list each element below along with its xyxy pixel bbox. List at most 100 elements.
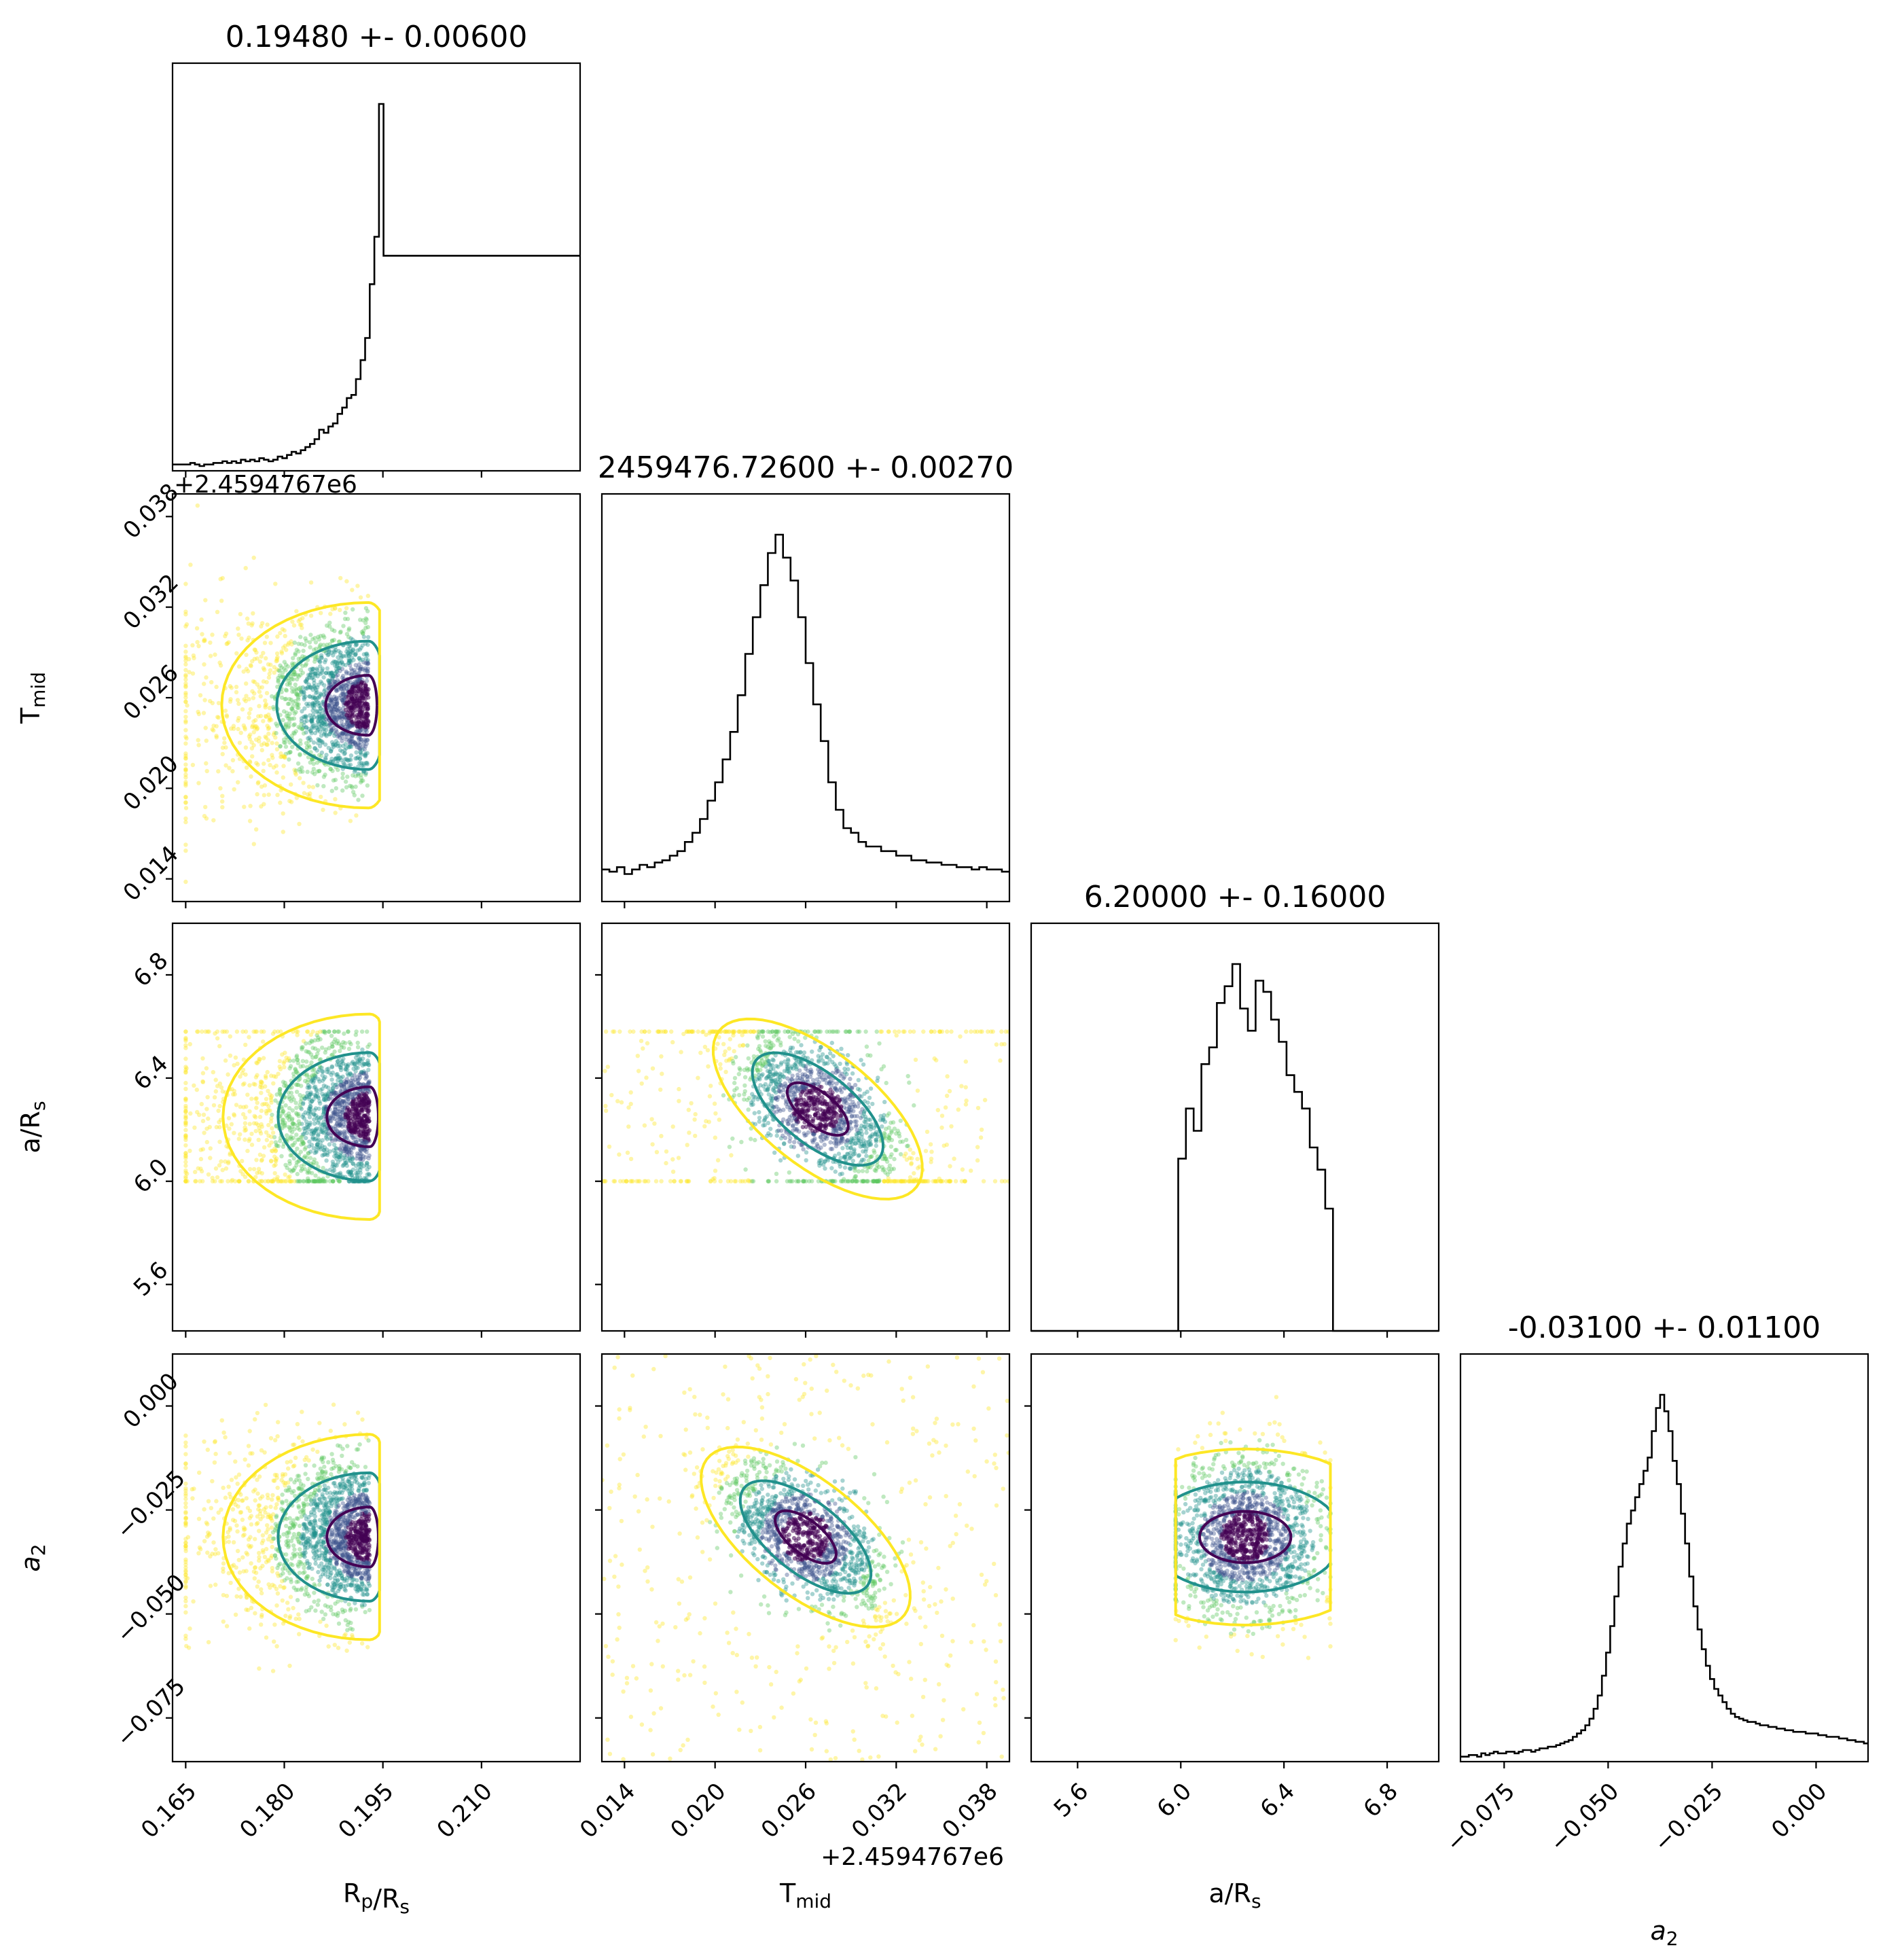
- scatter-point: [320, 1091, 325, 1097]
- scatter-point: [183, 1108, 188, 1113]
- scatter-point: [308, 694, 312, 699]
- scatter-point: [345, 1071, 350, 1076]
- scatter-point: [306, 1179, 312, 1183]
- scatter-point: [234, 651, 239, 656]
- scatter-point: [321, 692, 326, 697]
- scatter-point: [337, 1154, 342, 1160]
- scatter-point: [293, 1069, 299, 1075]
- scatter-point: [310, 637, 315, 642]
- scatter-point: [827, 1081, 831, 1086]
- scatter-point: [356, 1077, 361, 1082]
- scatter-point: [853, 1104, 857, 1109]
- scatter-point: [306, 1179, 311, 1183]
- scatter-point: [328, 1116, 333, 1120]
- scatter-point: [840, 1135, 844, 1141]
- scatter-point: [755, 1029, 760, 1034]
- scatter-point: [310, 702, 315, 708]
- scatter-point: [817, 1071, 821, 1076]
- scatter-point: [795, 1075, 800, 1080]
- scatter-point: [789, 1064, 794, 1069]
- scatter-point: [358, 666, 363, 671]
- scatter-point: [300, 1166, 305, 1171]
- scatter-point: [249, 1131, 254, 1137]
- scatter-point: [1003, 1029, 1009, 1034]
- scatter-point: [317, 1067, 322, 1072]
- scatter-point: [264, 714, 268, 719]
- scatter-point: [287, 1056, 291, 1061]
- scatter-point: [329, 1092, 334, 1097]
- scatter-point: [670, 1157, 675, 1162]
- scatter-point: [346, 724, 351, 728]
- scatter-point: [243, 1072, 248, 1077]
- scatter-point: [265, 1069, 270, 1075]
- scatter-point: [281, 1109, 285, 1114]
- scatter-point: [198, 1147, 203, 1152]
- scatter-point: [328, 766, 333, 771]
- scatter-point: [291, 1168, 296, 1173]
- scatter-point: [763, 1116, 768, 1120]
- scatter-point: [361, 743, 366, 749]
- scatter-point: [287, 711, 292, 716]
- scatter-point: [755, 1069, 761, 1074]
- scatter-point: [302, 1179, 306, 1183]
- scatter-point: [836, 1124, 842, 1129]
- scatter-point: [187, 670, 192, 675]
- scatter-point: [337, 1179, 342, 1183]
- scatter-point: [856, 1130, 861, 1135]
- scatter-point: [199, 617, 204, 622]
- scatter-point: [306, 755, 311, 760]
- scatter-point: [874, 1130, 879, 1135]
- scatter-point: [234, 1103, 239, 1107]
- scatter-point: [357, 656, 361, 661]
- scatter-point: [307, 1041, 312, 1046]
- scatter-point: [348, 652, 353, 657]
- scatter-point: [289, 1143, 295, 1148]
- scatter-point: [789, 1077, 794, 1082]
- scatter-point: [354, 718, 359, 724]
- scatter-point: [236, 626, 240, 631]
- scatter-point: [886, 1135, 892, 1140]
- scatter-point: [220, 745, 226, 750]
- scatter-point: [302, 690, 306, 695]
- scatter-point: [310, 1128, 315, 1133]
- scatter-point: [310, 757, 315, 762]
- scatter-point: [322, 1029, 327, 1034]
- scatter-point: [347, 1148, 352, 1153]
- scatter-point: [749, 1100, 754, 1105]
- scatter-point: [218, 663, 223, 668]
- scatter-point: [327, 649, 331, 654]
- scatter-point: [339, 1143, 344, 1147]
- scatter-point: [827, 1080, 832, 1084]
- scatter-point: [338, 1122, 342, 1127]
- scatter-point: [764, 1075, 770, 1080]
- scatter-point: [274, 1092, 279, 1097]
- scatter-point: [351, 647, 356, 652]
- scatter-point: [791, 1066, 795, 1071]
- scatter-point: [833, 1086, 838, 1091]
- scatter-point: [763, 1082, 768, 1087]
- scatter-point: [355, 1137, 361, 1142]
- scatter-point: [308, 737, 313, 743]
- scatter-point: [357, 736, 362, 741]
- scatter-point: [357, 708, 362, 713]
- scatter-point: [334, 660, 338, 664]
- scatter-point: [356, 773, 361, 778]
- scatter-point: [284, 647, 289, 652]
- scatter-point: [361, 628, 366, 633]
- scatter-point: [328, 698, 334, 703]
- scatter-point: [234, 684, 239, 690]
- scatter-point: [854, 1119, 859, 1124]
- scatter-point: [875, 1179, 880, 1183]
- scatter-point: [312, 683, 317, 689]
- scatter-point: [306, 1077, 310, 1082]
- scatter-point: [872, 1148, 876, 1153]
- scatter-point: [251, 1029, 256, 1034]
- scatter-point: [286, 679, 291, 683]
- scatter-point: [819, 1055, 823, 1060]
- scatter-point: [301, 1179, 306, 1183]
- scatter-point: [782, 1069, 787, 1073]
- scatter-point: [325, 1130, 331, 1135]
- scatter-point: [336, 756, 341, 762]
- scatter-point: [307, 1109, 312, 1113]
- scatter-point: [757, 1109, 761, 1115]
